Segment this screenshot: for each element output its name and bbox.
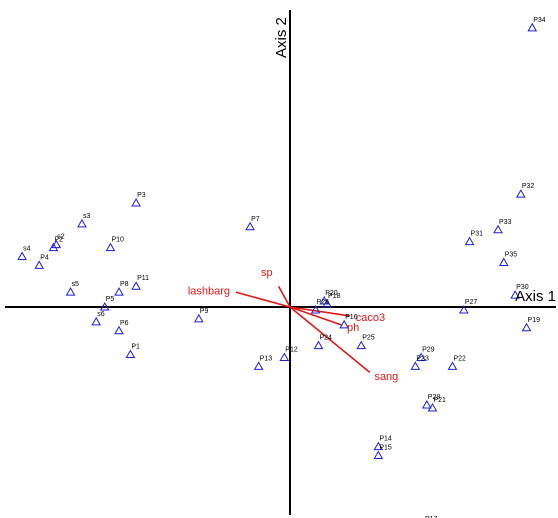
point-label: P31: [471, 231, 484, 238]
point-label: P35: [505, 251, 518, 258]
vector-sp: [277, 285, 291, 308]
data-point: [373, 441, 384, 451]
data-point: [51, 239, 62, 249]
point-label: P18: [328, 293, 341, 300]
data-point: [498, 257, 509, 266]
vector-label: caco3: [356, 312, 385, 324]
data-point: [77, 218, 87, 228]
point-label: P22: [453, 355, 466, 362]
point-label: P30: [516, 284, 529, 291]
x-axis-title: Axis 1: [515, 288, 556, 305]
data-point: [245, 221, 255, 231]
vector-label: sp: [261, 267, 273, 279]
point-label: P10: [111, 237, 124, 244]
data-point: [493, 224, 503, 234]
point-label: P7: [251, 216, 260, 223]
point-label: P16: [345, 314, 358, 321]
data-point: [48, 242, 59, 252]
data-point: [313, 340, 324, 350]
data-point: [458, 304, 469, 314]
data-point: [17, 251, 27, 261]
point-label: P9: [200, 308, 209, 315]
vector-ph: [289, 306, 342, 326]
data-point: [125, 349, 136, 359]
point-label: P12: [285, 346, 298, 353]
data-point: [322, 299, 332, 308]
data-point: [114, 287, 124, 296]
data-point: [131, 198, 141, 207]
data-point: [193, 313, 204, 323]
data-point: [464, 236, 475, 246]
vector-sang: [289, 306, 371, 373]
data-point: [65, 287, 76, 296]
point-label: P20: [325, 290, 338, 297]
data-point: [99, 301, 110, 311]
point-label: P26: [317, 299, 330, 306]
vector-caco3: [289, 306, 350, 317]
data-point: [356, 340, 367, 350]
data-point: [91, 316, 102, 326]
y-axis-title: Axis 2: [273, 17, 290, 58]
point-label: P11: [137, 275, 149, 282]
vector-label: ph: [347, 322, 359, 334]
point-label: P19: [528, 317, 541, 324]
point-label: P23: [416, 355, 429, 362]
data-point: [416, 352, 426, 361]
data-point: [521, 322, 532, 332]
data-point: [310, 304, 321, 314]
point-label: P8: [120, 281, 129, 288]
point-label: P21: [434, 397, 447, 404]
point-label: P29: [422, 346, 435, 353]
point-label: P25: [362, 335, 375, 342]
point-label: P33: [499, 219, 512, 226]
data-point: [427, 402, 438, 412]
point-label: P32: [522, 183, 535, 190]
point-label: P15: [379, 445, 392, 452]
data-point: [410, 361, 421, 370]
point-label: P24: [320, 335, 333, 342]
point-label: P5: [106, 296, 115, 303]
vector-label: lashbarg: [188, 286, 230, 298]
data-point: [515, 189, 526, 198]
data-point: [510, 290, 521, 299]
data-point: [447, 361, 458, 370]
data-point: [131, 281, 141, 290]
point-label: P1: [131, 344, 140, 351]
point-label: P14: [379, 436, 392, 443]
vector-label: sang: [374, 371, 398, 383]
point-label: P4: [40, 254, 49, 261]
data-point: [253, 361, 264, 370]
point-label: s2: [57, 234, 65, 241]
data-point: [527, 22, 538, 32]
data-point: [279, 352, 290, 361]
point-label: P2: [54, 237, 63, 244]
point-label: s4: [23, 246, 31, 253]
data-point: [114, 325, 124, 335]
point-label: P34: [533, 17, 546, 24]
point-label: s5: [72, 281, 80, 288]
data-point: [421, 400, 432, 409]
data-point: [373, 450, 384, 459]
point-label: P27: [465, 299, 478, 306]
point-label: P28: [428, 394, 441, 401]
vector-lashbarg: [235, 291, 291, 308]
point-label: P6: [120, 320, 129, 327]
point-label: P13: [260, 355, 273, 362]
point-label: s6: [97, 311, 105, 318]
point-label: P3: [137, 192, 146, 199]
data-point: [34, 260, 45, 269]
data-point: [105, 242, 116, 252]
point-label: P17: [425, 516, 438, 518]
data-point: [339, 319, 350, 329]
point-label: s3: [83, 213, 91, 220]
